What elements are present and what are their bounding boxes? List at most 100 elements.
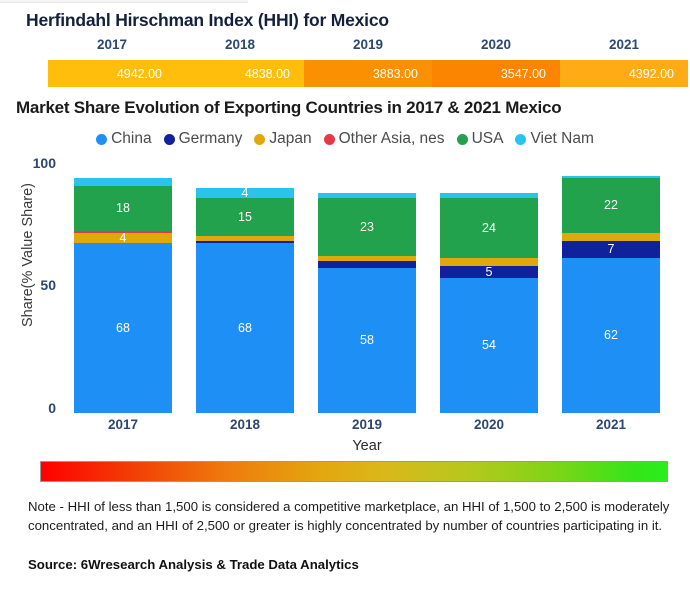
- hhi-segment: 3883.00: [304, 60, 432, 87]
- bar-segment[interactable]: 22: [562, 178, 660, 233]
- hhi-year-label: 2019: [352, 37, 384, 52]
- bar-segment[interactable]: [74, 178, 172, 186]
- bar-column: 22 7 62: [550, 163, 672, 413]
- bar-segment-value: 23: [360, 219, 374, 234]
- legend-dot-icon: [323, 133, 335, 145]
- bar-segment-value: 24: [482, 220, 496, 235]
- bar-segment-value: 4: [119, 233, 127, 243]
- hhi-year-label: 2018: [224, 37, 256, 52]
- bar-segment-value: 54: [482, 338, 496, 353]
- legend-label: Germany: [178, 130, 243, 147]
- hhi-value-bar: 4942.00 4838.00 3883.00 3547.00 4392.00: [48, 60, 688, 87]
- x-tick-label: 2018: [229, 417, 261, 432]
- x-tick-label: 2017: [107, 417, 139, 432]
- legend-dot-icon: [515, 133, 527, 145]
- legend-label: Other Asia, nes: [338, 130, 445, 147]
- bar-segment[interactable]: 54: [440, 278, 538, 413]
- hhi-segment: 3547.00: [432, 60, 560, 87]
- hhi-gradient-scale: [40, 461, 668, 482]
- bar-segment[interactable]: [440, 193, 538, 198]
- bar-column: 23 58: [306, 163, 428, 413]
- legend-label: China: [111, 130, 152, 147]
- bar-segment[interactable]: 23: [318, 198, 416, 256]
- bar-segment-value: 62: [604, 328, 618, 343]
- bar-segment-value: 68: [116, 320, 130, 335]
- bar-segment[interactable]: [440, 258, 538, 266]
- legend-dot-icon: [254, 133, 266, 145]
- stacked-bar-2017[interactable]: 18 4 68: [74, 163, 172, 413]
- hhi-year-label: 2020: [480, 37, 512, 52]
- bar-segment[interactable]: [562, 175, 660, 178]
- hhi-value-text: 4838.00: [244, 66, 290, 81]
- chart-title: Market Share Evolution of Exporting Coun…: [16, 98, 562, 117]
- bar-segment[interactable]: [318, 260, 416, 268]
- hhi-year-label: 2021: [608, 37, 640, 52]
- bar-segment[interactable]: [318, 193, 416, 198]
- x-tick-label: 2019: [351, 417, 383, 432]
- bar-segment[interactable]: 4: [196, 188, 294, 198]
- x-axis-label: Year: [352, 438, 382, 454]
- footer-note: Note - HHI of less than 1,500 is conside…: [28, 499, 670, 534]
- bar-column: 4 15 68: [184, 163, 306, 413]
- legend-item-other-asia-nes[interactable]: Other Asia, nes: [323, 130, 445, 148]
- stacked-bar-2018[interactable]: 4 15 68: [196, 163, 294, 413]
- bar-column: 18 4 68: [62, 163, 184, 413]
- hhi-segment: 4942.00: [48, 60, 176, 87]
- hhi-value-text: 4392.00: [628, 66, 674, 81]
- bar-segment[interactable]: [318, 255, 416, 261]
- bar-segment-value: 68: [238, 320, 252, 335]
- bar-segment-value: 7: [607, 242, 615, 256]
- y-tick-100: 100: [32, 155, 56, 171]
- bar-segment[interactable]: 15: [196, 198, 294, 236]
- bar-segment[interactable]: 24: [440, 198, 538, 258]
- hhi-title: Herfindahl Hirschman Index (HHI) for Mex…: [26, 10, 389, 30]
- hhi-segment: 4392.00: [560, 60, 688, 87]
- stacked-bar-2019[interactable]: 23 58: [318, 163, 416, 413]
- y-axis-label: Share(% Value Share): [20, 183, 36, 328]
- chart-legend: China Germany Japan Other Asia, nes USA Viet …: [0, 130, 690, 148]
- bar-segment-value: 4: [241, 188, 249, 198]
- x-tick-label: 2021: [595, 417, 627, 432]
- hhi-value-text: 3883.00: [372, 66, 418, 81]
- legend-item-china[interactable]: China: [96, 130, 152, 148]
- hhi-year-label: 2017: [96, 37, 128, 52]
- bar-column: 24 5 54: [428, 163, 550, 413]
- legend-item-viet-nam[interactable]: Viet Nam: [515, 130, 594, 148]
- y-tick-0: 0: [48, 400, 56, 416]
- stacked-bar-2020[interactable]: 24 5 54: [440, 163, 538, 413]
- legend-label: USA: [471, 130, 504, 147]
- bar-segment[interactable]: [196, 235, 294, 241]
- bar-segment[interactable]: 62: [562, 258, 660, 413]
- bar-segment[interactable]: [196, 240, 294, 243]
- stacked-bar-2021[interactable]: 22 7 62: [562, 163, 660, 413]
- bar-segment[interactable]: 68: [74, 243, 172, 413]
- legend-dot-icon: [96, 133, 108, 145]
- bar-segment[interactable]: 4: [74, 233, 172, 243]
- legend-dot-icon: [456, 133, 468, 145]
- bar-segment-value: 18: [116, 200, 130, 215]
- bar-segment[interactable]: [74, 230, 172, 233]
- bar-segment[interactable]: 7: [562, 240, 660, 258]
- plot-area: Share(% Value Share) 100 50 0 18 4 68 4 15 68…: [0, 155, 690, 454]
- bar-segment[interactable]: 5: [440, 265, 538, 278]
- legend-item-japan[interactable]: Japan: [254, 130, 312, 148]
- bar-segment-value: 15: [238, 209, 252, 224]
- x-tick-row: 2017 2018 2019 2020 2021: [62, 417, 672, 432]
- bar-segment-value: 22: [604, 198, 618, 213]
- bar-segment[interactable]: 18: [74, 185, 172, 231]
- bar-segment-value: 58: [360, 333, 374, 348]
- bar-segment[interactable]: [562, 233, 660, 241]
- legend-label: Japan: [269, 130, 312, 147]
- hhi-year-row: 2017 2018 2019 2020 2021: [48, 37, 688, 57]
- legend-dot-icon: [163, 133, 175, 145]
- hhi-value-text: 4942.00: [116, 66, 162, 81]
- hhi-value-text: 3547.00: [500, 66, 546, 81]
- bar-segment[interactable]: 68: [196, 243, 294, 413]
- top-edge-artifact: [0, 0, 248, 3]
- legend-item-usa[interactable]: USA: [456, 130, 504, 148]
- hhi-segment: 4838.00: [176, 60, 304, 87]
- y-tick-50: 50: [40, 277, 56, 293]
- bar-segment[interactable]: 58: [318, 268, 416, 413]
- legend-item-germany[interactable]: Germany: [163, 130, 243, 148]
